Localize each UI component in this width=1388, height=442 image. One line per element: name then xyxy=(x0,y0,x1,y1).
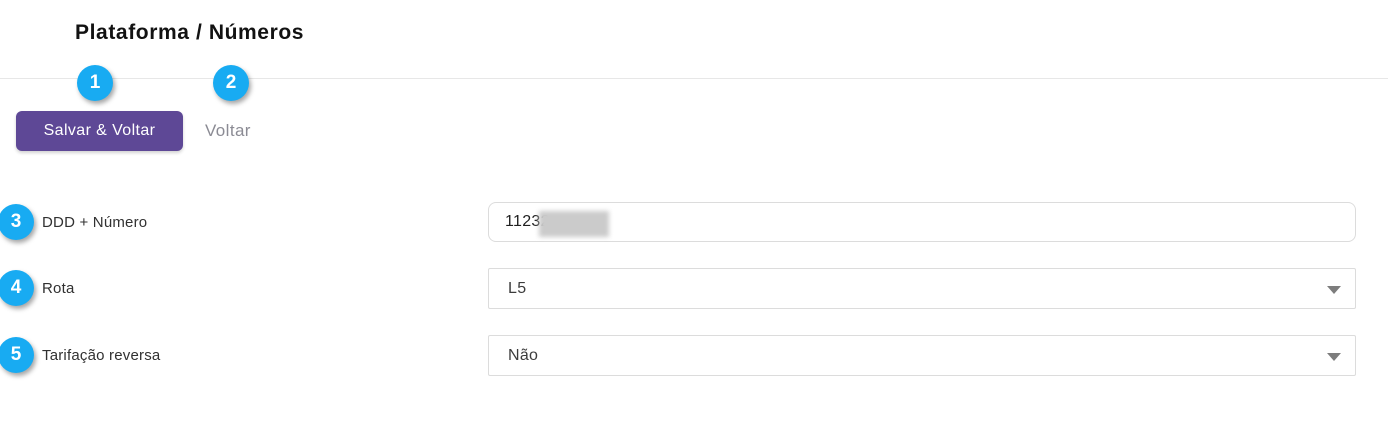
save-and-back-button[interactable]: Salvar & Voltar xyxy=(16,111,183,151)
ddd-numero-input[interactable] xyxy=(488,202,1356,242)
step-badge-1: 1 xyxy=(77,65,113,101)
ddd-numero-label: DDD + Número xyxy=(42,213,148,231)
tarifacao-reversa-select[interactable]: Não xyxy=(488,335,1356,376)
page-title: Plataforma / Números xyxy=(75,21,305,44)
caret-down-icon xyxy=(1327,285,1341,294)
ddd-numero-field xyxy=(488,202,1356,242)
rota-label: Rota xyxy=(42,280,75,297)
rota-selected-value: L5 xyxy=(508,279,527,297)
step-badge-2: 2 xyxy=(213,65,249,101)
tarifacao-selected-value: Não xyxy=(508,346,539,364)
tarifacao-reversa-label: Tarifação reversa xyxy=(42,347,161,364)
step-badge-4: 4 xyxy=(0,270,34,306)
caret-down-icon xyxy=(1327,352,1341,361)
header-divider xyxy=(0,78,1388,79)
step-badge-3: 3 xyxy=(0,204,34,240)
back-link[interactable]: Voltar xyxy=(205,121,251,140)
rota-select[interactable]: L5 xyxy=(488,268,1356,309)
step-badge-5: 5 xyxy=(0,337,34,373)
